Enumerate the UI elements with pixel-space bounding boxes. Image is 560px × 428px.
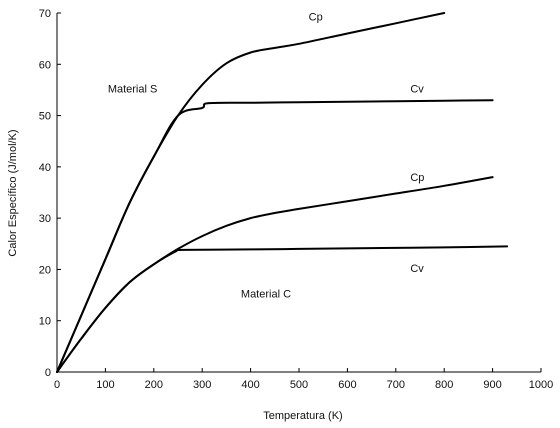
y-tick-label: 50 (39, 111, 51, 123)
series-lines (56, 12, 509, 373)
x-tick-label: 300 (193, 379, 211, 391)
annotation-cv-s: Cv (410, 83, 424, 95)
y-tick-label: 10 (39, 316, 51, 328)
x-tick-label: 100 (96, 379, 114, 391)
series-line-s-cp (56, 12, 446, 373)
series-line-c-cp (56, 176, 494, 373)
y-tick-label: 20 (39, 264, 51, 276)
x-tick-label: 500 (290, 379, 308, 391)
annotation-material-c: Material C (241, 289, 291, 301)
y-tick-label: 30 (39, 213, 51, 225)
axes (56, 13, 541, 373)
x-axis-ticks: 0 100 200 300 400 500 600 700 800 900 1000 (54, 368, 553, 391)
y-tick-label: 70 (39, 8, 51, 20)
x-tick-label: 0 (54, 379, 60, 391)
annotation-cp-s: Cp (309, 12, 323, 24)
y-tick-label: 60 (39, 59, 51, 71)
annotations: Material S Material C Cp Cv Cp Cv (108, 12, 425, 301)
series-line-s-cv (56, 99, 494, 373)
annotation-cv-c: Cv (410, 263, 424, 275)
x-tick-label: 1000 (529, 379, 553, 391)
x-tick-label: 800 (435, 379, 453, 391)
x-tick-label: 700 (387, 379, 405, 391)
annotation-cp-c: Cp (410, 172, 424, 184)
x-tick-label: 200 (145, 379, 163, 391)
y-tick-label: 40 (39, 162, 51, 174)
y-tick-label: 0 (45, 367, 51, 379)
x-tick-label: 600 (338, 379, 356, 391)
y-axis-title: Calor Específico (J/mol/K) (7, 129, 19, 256)
x-tick-label: 400 (241, 379, 259, 391)
x-tick-label: 900 (483, 379, 501, 391)
annotation-material-s: Material S (108, 83, 158, 95)
x-axis-title: Temperatura (K) (263, 410, 342, 422)
series-line-c-cv (56, 245, 509, 373)
y-axis-ticks: 0 10 20 30 40 50 60 70 (39, 8, 61, 379)
